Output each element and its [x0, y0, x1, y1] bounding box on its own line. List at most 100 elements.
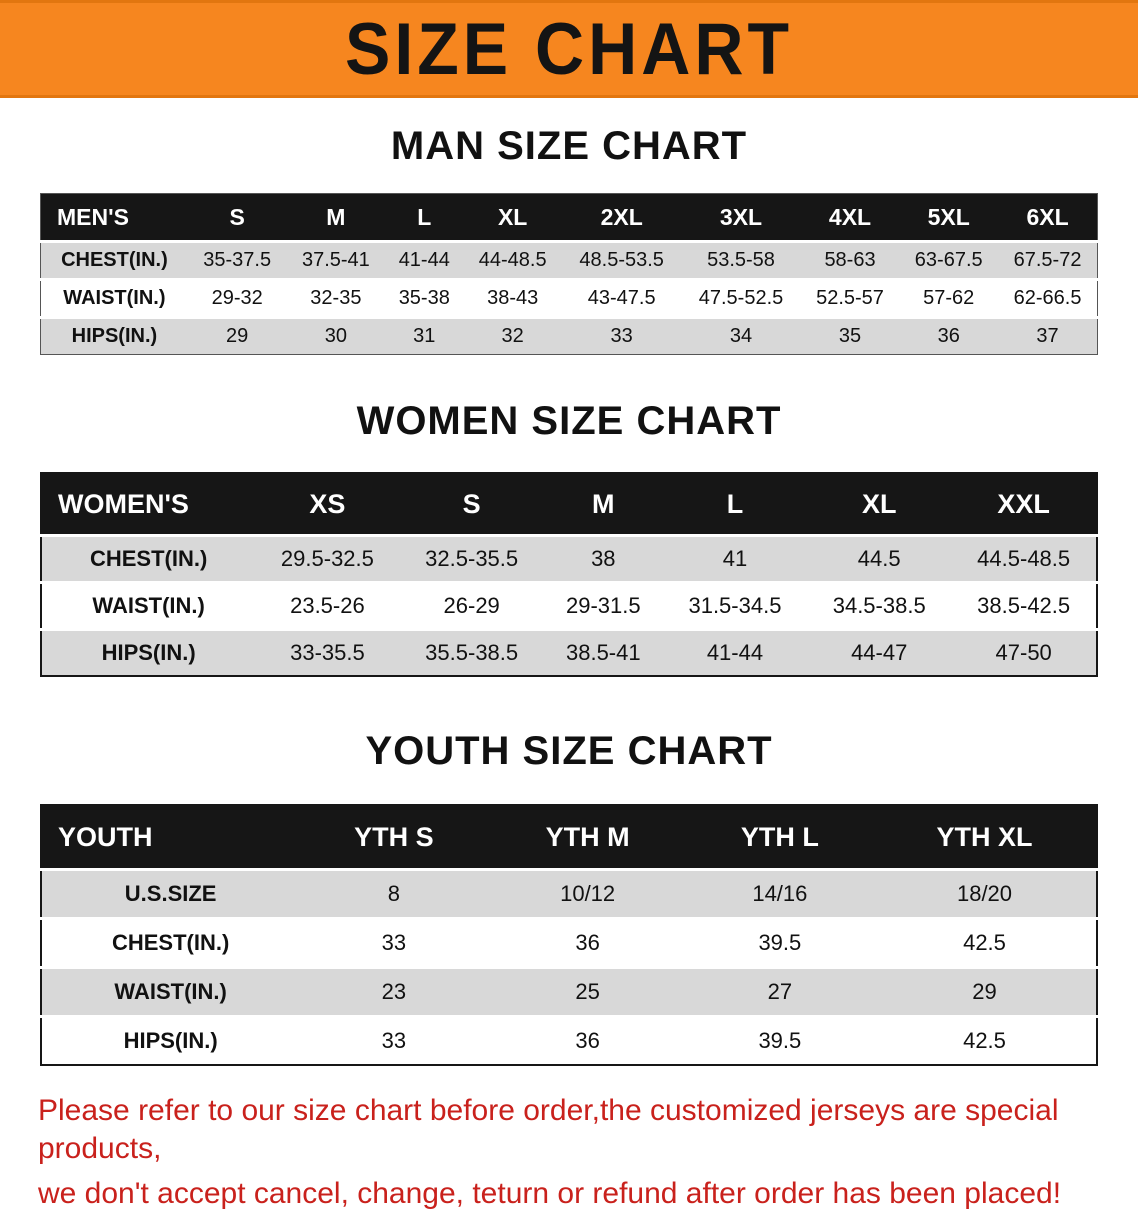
- measurement-value-cell: 31: [385, 316, 464, 355]
- measurement-value-cell: 27: [686, 966, 873, 1017]
- measurement-value-cell: 18/20: [873, 868, 1097, 919]
- measurement-value-cell: 43-47.5: [562, 278, 682, 318]
- measurement-value-cell: 67.5-72: [998, 240, 1098, 280]
- youth-size-chart-section: YOUTH SIZE CHART YOUTH YTH S YTH M YTH L YTH…: [0, 729, 1138, 1066]
- measurement-value-cell: 41: [662, 534, 808, 583]
- table-row: CHEST(IN.) 35-37.5 37.5-41 41-44 44-48.5 48.5…: [40, 240, 1098, 280]
- notice-line-1: Please refer to our size chart before or…: [38, 1094, 1059, 1165]
- measurement-value-cell: 26-29: [399, 581, 544, 630]
- women-size-chart-section: WOMEN SIZE CHART WOMEN'S XS S M L XL XXL CHEST(…: [0, 399, 1138, 677]
- table-header-row: YOUTH YTH S YTH M YTH L YTH XL: [41, 805, 1097, 870]
- measurement-value-cell: 38.5-41: [543, 628, 663, 676]
- measurement-value-cell: 37.5-41: [286, 240, 386, 280]
- size-header-cell: XXL: [997, 488, 1050, 519]
- measurement-value-cell: 42.5: [873, 917, 1097, 968]
- measurement-value-cell: 36: [488, 1015, 687, 1065]
- table-title-cell: WOMEN'S: [58, 488, 189, 519]
- size-header-cell: M: [326, 203, 346, 230]
- measurement-value-cell: 29-31.5: [543, 581, 663, 630]
- size-header-cell: YTH S: [354, 821, 434, 852]
- measurement-value-cell: 41-44: [385, 240, 464, 280]
- measurement-value-cell: 29.5-32.5: [255, 534, 400, 583]
- measurement-value-cell: 39.5: [686, 1015, 873, 1065]
- measurement-value-cell: 47-50: [951, 628, 1097, 676]
- measurement-value-cell: 48.5-53.5: [562, 240, 682, 280]
- measurement-value-cell: 38-43: [463, 278, 563, 318]
- size-header-cell: 2XL: [600, 203, 643, 230]
- banner: SIZE CHART: [0, 0, 1138, 98]
- table-row: CHEST(IN.) 33 36 39.5 42.5: [41, 917, 1097, 968]
- measurement-value-cell: 25: [488, 966, 687, 1017]
- measurement-value-cell: 41-44: [662, 628, 808, 676]
- women-size-table: WOMEN'S XS S M L XL XXL CHEST(IN.) 29.5-32.5 32.5…: [40, 472, 1098, 677]
- measurement-value-cell: 35-37.5: [187, 240, 287, 280]
- measurement-value-cell: 57-62: [899, 278, 999, 318]
- measurement-value-cell: 38.5-42.5: [951, 581, 1097, 630]
- table-title-cell: YOUTH: [58, 821, 153, 852]
- table-title-cell: MEN'S: [57, 203, 129, 230]
- size-header-cell: S: [229, 203, 245, 230]
- table-header-row: MEN'S S M L XL 2XL 3XL 4XL 5XL 6XL: [40, 193, 1098, 242]
- table-row: HIPS(IN.) 29 30 31 32 33 34 35 36 37: [40, 316, 1098, 355]
- row-label-cell: WAIST(IN.): [41, 966, 300, 1017]
- row-label-cell: CHEST(IN.): [41, 917, 300, 968]
- row-label-cell: HIPS(IN.): [40, 316, 188, 355]
- measurement-value-cell: 63-67.5: [899, 240, 999, 280]
- size-header-cell: XS: [309, 488, 346, 519]
- youth-section-heading: YOUTH SIZE CHART: [365, 729, 773, 773]
- table-row: HIPS(IN.) 33 36 39.5 42.5: [41, 1015, 1097, 1065]
- measurement-value-cell: 33: [299, 1015, 489, 1065]
- measurement-value-cell: 35: [800, 316, 900, 355]
- measurement-value-cell: 58-63: [800, 240, 900, 280]
- size-header-cell: XL: [497, 203, 528, 230]
- men-size-table: MEN'S S M L XL 2XL 3XL 4XL 5XL 6XL CHEST(IN.) 35-37…: [40, 193, 1098, 355]
- size-header-cell: L: [417, 203, 432, 230]
- measurement-value-cell: 8: [299, 868, 489, 919]
- measurement-value-cell: 14/16: [686, 868, 873, 919]
- measurement-value-cell: 33: [562, 316, 682, 355]
- table-header-row: WOMEN'S XS S M L XL XXL: [41, 473, 1097, 536]
- men-section-heading: MAN SIZE CHART: [390, 124, 748, 168]
- measurement-value-cell: 34: [681, 316, 801, 355]
- row-label-cell: HIPS(IN.): [41, 628, 256, 676]
- measurement-value-cell: 44-48.5: [463, 240, 563, 280]
- row-label-cell: U.S.SIZE: [41, 868, 300, 919]
- footer-notice: Please refer to our size chart before or…: [38, 1092, 1138, 1213]
- measurement-value-cell: 47.5-52.5: [681, 278, 801, 318]
- measurement-value-cell: 32-35: [286, 278, 386, 318]
- measurement-value-cell: 37: [998, 316, 1098, 355]
- measurement-value-cell: 39.5: [686, 917, 873, 968]
- measurement-value-cell: 62-66.5: [998, 278, 1098, 318]
- measurement-value-cell: 29: [187, 316, 287, 355]
- row-label-cell: HIPS(IN.): [41, 1015, 300, 1065]
- measurement-value-cell: 38: [543, 534, 663, 583]
- measurement-value-cell: 29-32: [187, 278, 287, 318]
- size-header-cell: L: [726, 488, 744, 519]
- measurement-value-cell: 29: [873, 966, 1097, 1017]
- measurement-value-cell: 36: [899, 316, 999, 355]
- row-label-cell: WAIST(IN.): [40, 278, 188, 318]
- measurement-value-cell: 23.5-26: [255, 581, 400, 630]
- size-header-cell: 5XL: [927, 203, 970, 230]
- table-row: HIPS(IN.) 33-35.5 35.5-38.5 38.5-41 41-44 44-…: [41, 628, 1097, 676]
- measurement-value-cell: 30: [286, 316, 386, 355]
- measurement-value-cell: 36: [488, 917, 687, 968]
- measurement-value-cell: 44.5: [807, 534, 952, 583]
- row-label-cell: WAIST(IN.): [41, 581, 256, 630]
- size-header-cell: YTH XL: [936, 821, 1033, 852]
- measurement-value-cell: 44-47: [807, 628, 952, 676]
- men-size-chart-section: MAN SIZE CHART MEN'S S M L XL 2XL 3XL 4XL 5XL 6XL…: [0, 124, 1138, 355]
- size-header-cell: YTH L: [740, 821, 819, 852]
- table-row: WAIST(IN.) 23 25 27 29: [41, 966, 1097, 1017]
- measurement-value-cell: 10/12: [488, 868, 687, 919]
- measurement-value-cell: 44.5-48.5: [951, 534, 1097, 583]
- table-row: WAIST(IN.) 23.5-26 26-29 29-31.5 31.5-34.5 34…: [41, 581, 1097, 630]
- notice-line-2: we don't accept cancel, change, teturn o…: [38, 1177, 1062, 1210]
- measurement-value-cell: 33-35.5: [255, 628, 400, 676]
- size-header-cell: YTH M: [545, 821, 630, 852]
- measurement-value-cell: 34.5-38.5: [807, 581, 952, 630]
- measurement-value-cell: 33: [299, 917, 489, 968]
- measurement-value-cell: 32.5-35.5: [399, 534, 544, 583]
- size-header-cell: M: [592, 488, 615, 519]
- table-row: WAIST(IN.) 29-32 32-35 35-38 38-43 43-47.5 47.…: [40, 278, 1098, 318]
